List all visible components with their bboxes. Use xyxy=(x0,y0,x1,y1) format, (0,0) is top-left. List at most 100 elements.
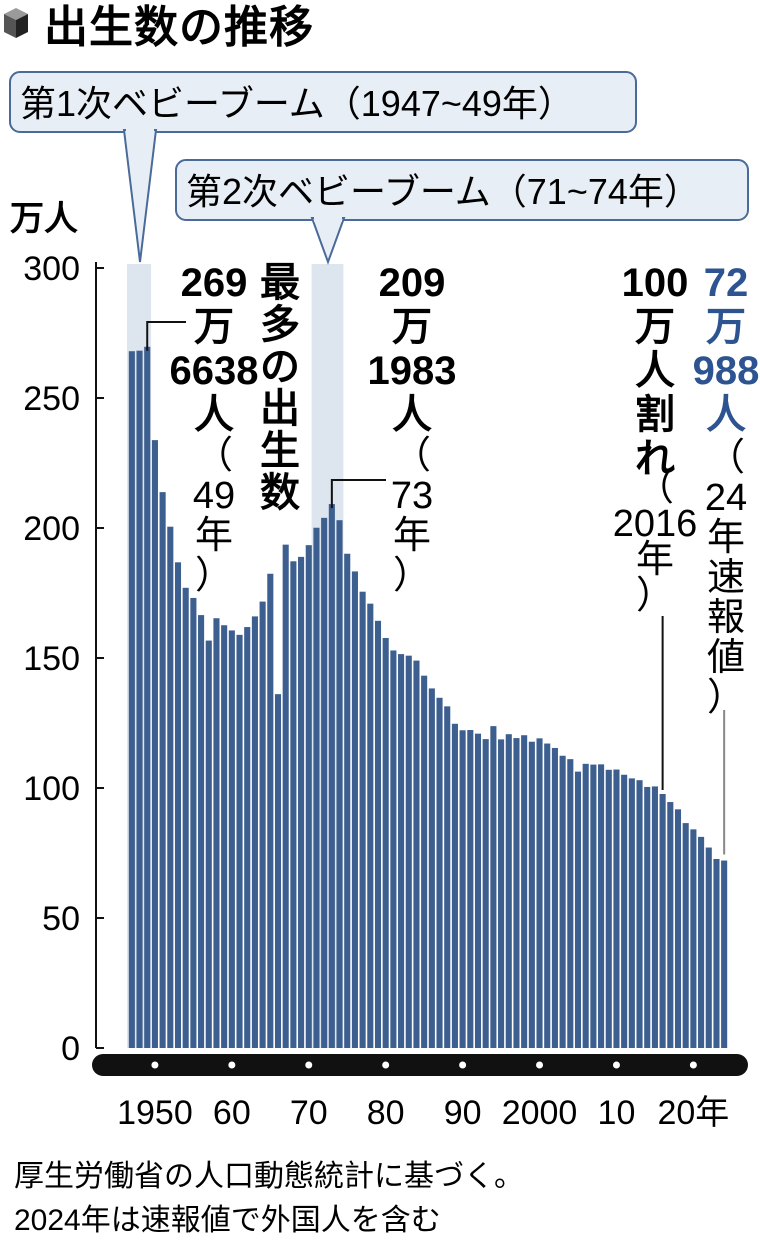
x-tick-dot xyxy=(228,1061,236,1069)
million-caption-text: 100 xyxy=(622,261,689,305)
max-caption-text: の xyxy=(260,345,300,389)
x-tick-dot xyxy=(382,1061,390,1069)
y-tick-label: 250 xyxy=(23,380,80,418)
latest-value-text: 人 xyxy=(706,393,746,437)
bar-1978 xyxy=(367,603,374,1048)
latest-note-text: 速 xyxy=(707,557,745,599)
bar-2024 xyxy=(721,860,728,1048)
bar-2014 xyxy=(644,786,651,1048)
bar-2008 xyxy=(598,764,605,1048)
second-value-text: 1983 xyxy=(368,349,457,393)
bar-1989 xyxy=(451,723,458,1048)
bar-1947 xyxy=(128,351,135,1048)
latest-note-text: 年 xyxy=(707,517,745,559)
bar-1987 xyxy=(436,697,443,1048)
x-tick-label: 70 xyxy=(290,1094,328,1132)
max-value-text: 269 xyxy=(181,261,248,305)
bar-1984 xyxy=(413,660,420,1048)
boom2-callout: 第2次ベビーブーム（71~74年） xyxy=(175,159,749,265)
x-tick-dot xyxy=(689,1061,697,1069)
latest-value-text: 72 xyxy=(704,261,749,305)
x-tick-label: 20年 xyxy=(657,1094,729,1132)
bar-1959 xyxy=(221,625,228,1048)
y-tick-label: 0 xyxy=(61,1030,80,1068)
chart-title: 出生数の推移 xyxy=(44,3,314,52)
bar-2009 xyxy=(605,769,612,1048)
bar-1997 xyxy=(513,738,520,1048)
latest-value-text: 万 xyxy=(706,305,746,349)
bar-2007 xyxy=(590,764,597,1048)
x-tick-label: 1950 xyxy=(117,1094,193,1132)
million-year-text: 2016 xyxy=(613,503,698,545)
million-caption-text: れ xyxy=(635,437,675,481)
bar-1980 xyxy=(382,637,389,1048)
million-caption-text: 万 xyxy=(635,305,675,349)
bars xyxy=(128,346,728,1049)
bar-1954 xyxy=(182,587,189,1048)
bar-1986 xyxy=(428,688,435,1048)
max-year-text: 年 xyxy=(195,515,233,557)
bar-2017 xyxy=(667,802,674,1048)
bar-1962 xyxy=(244,627,251,1048)
bar-2006 xyxy=(582,763,589,1048)
bar-1977 xyxy=(359,591,366,1048)
bar-1968 xyxy=(290,561,297,1048)
second-value-text: 人 xyxy=(392,393,432,437)
bar-2023 xyxy=(713,858,720,1048)
bar-1963 xyxy=(251,616,258,1048)
million-caption-text: 割 xyxy=(635,393,675,437)
bar-1951 xyxy=(159,492,166,1048)
bar-1990 xyxy=(459,730,466,1048)
bar-1958 xyxy=(213,618,220,1048)
bar-2013 xyxy=(636,780,643,1048)
second-value-text: 万 xyxy=(392,305,432,349)
bar-1999 xyxy=(528,741,535,1048)
bar-1970 xyxy=(305,545,312,1048)
x-axis-bar xyxy=(92,1054,748,1076)
boom2-label: 第2次ベビーブーム（71~74年） xyxy=(186,171,700,212)
bar-1961 xyxy=(236,634,243,1048)
bar-2004 xyxy=(567,759,574,1048)
latest-note-text: 24 xyxy=(705,477,747,519)
bar-1960 xyxy=(228,630,235,1048)
bar-1985 xyxy=(421,675,428,1048)
million-year-text: 年 xyxy=(636,539,674,581)
bar-1981 xyxy=(390,650,397,1048)
bar-1976 xyxy=(351,571,358,1048)
bar-1991 xyxy=(467,730,474,1048)
x-tick-dot xyxy=(151,1061,159,1069)
bar-2019 xyxy=(682,823,689,1048)
second-year-text: （ xyxy=(393,435,431,477)
max-caption-text: 最 xyxy=(260,261,300,305)
x-tick-label: 80 xyxy=(367,1094,405,1132)
max-caption-text: 多 xyxy=(260,303,300,347)
annotation-leaders xyxy=(146,321,726,855)
bar-2012 xyxy=(628,778,635,1048)
max-caption-text: 出 xyxy=(260,387,300,431)
y-unit-label: 万人 xyxy=(10,200,78,238)
latest-note-text: ） xyxy=(707,677,745,719)
bar-1966 xyxy=(274,694,282,1048)
bar-1964 xyxy=(259,601,266,1048)
bar-1949 xyxy=(144,346,151,1048)
max-value-text: 人 xyxy=(194,393,234,437)
million-year-text: （ xyxy=(636,467,674,509)
leader-second xyxy=(330,479,386,509)
bar-1956 xyxy=(198,615,205,1048)
second-year-text: 年 xyxy=(393,515,431,557)
bar-2003 xyxy=(559,755,566,1048)
bar-1993 xyxy=(482,739,489,1048)
bar-1952 xyxy=(167,526,174,1048)
bar-1972 xyxy=(321,517,328,1048)
second-year-text: ） xyxy=(393,555,431,597)
max-year-text: 49 xyxy=(193,475,235,517)
y-tick-label: 300 xyxy=(23,250,80,288)
max-caption-text: 数 xyxy=(260,471,300,515)
bar-1971 xyxy=(313,527,320,1048)
source-line-1: 厚生労働省の人口動態統計に基づく。 xyxy=(14,1160,524,1193)
bar-1974 xyxy=(336,520,343,1048)
bar-2000 xyxy=(536,738,543,1048)
bar-1992 xyxy=(474,733,482,1048)
bar-2021 xyxy=(698,836,705,1048)
bar-1973 xyxy=(328,504,335,1049)
